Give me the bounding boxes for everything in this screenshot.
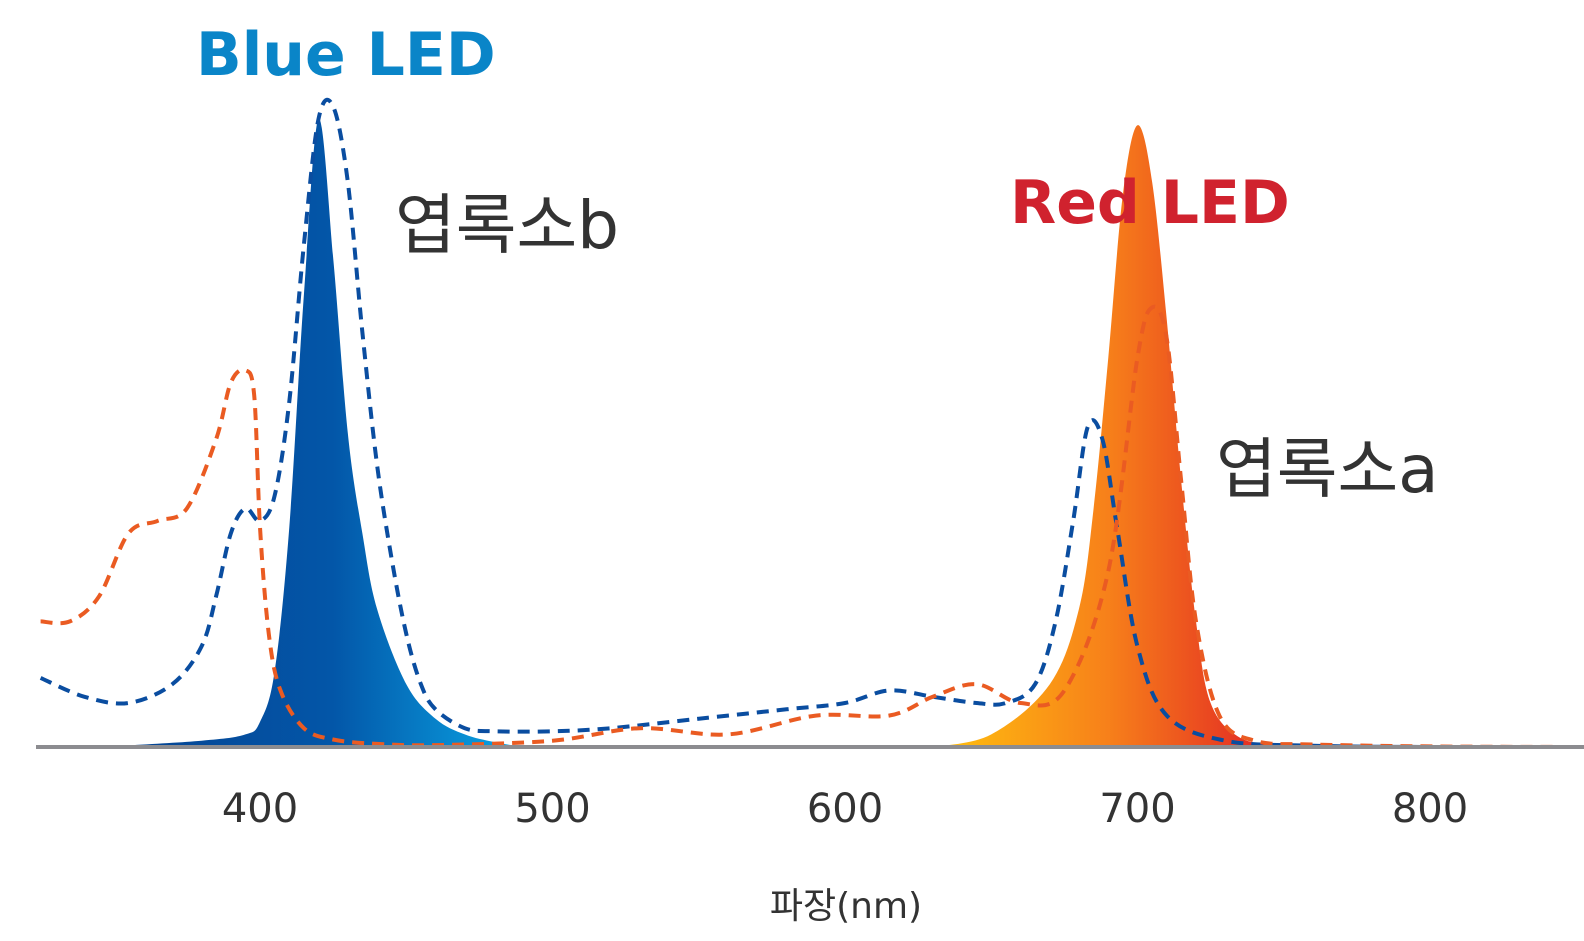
blue-led-area [99,118,524,747]
red-led-area [932,125,1284,747]
chlorophyll-b-line [39,97,1577,750]
series-layer [39,97,1577,750]
blue-led-label: Blue LED [196,20,496,90]
red-led-label: Red LED [1010,168,1290,238]
x-axis-label: 파장(nm) [770,886,922,927]
x-tick-label-700: 700 [1099,786,1175,832]
chlorophyll-b-label: 엽록소b [395,187,619,264]
x-tick-label-500: 500 [514,786,590,832]
x-tick-labels: 400 500 600 700 800 [222,786,1468,832]
x-tick-label-800: 800 [1392,786,1468,832]
chlorophyll-a-label: 엽록소a [1216,431,1439,508]
x-tick-label-600: 600 [807,786,883,832]
chlorophyll-a-line [40,304,1577,749]
x-tick-label-400: 400 [222,786,298,832]
